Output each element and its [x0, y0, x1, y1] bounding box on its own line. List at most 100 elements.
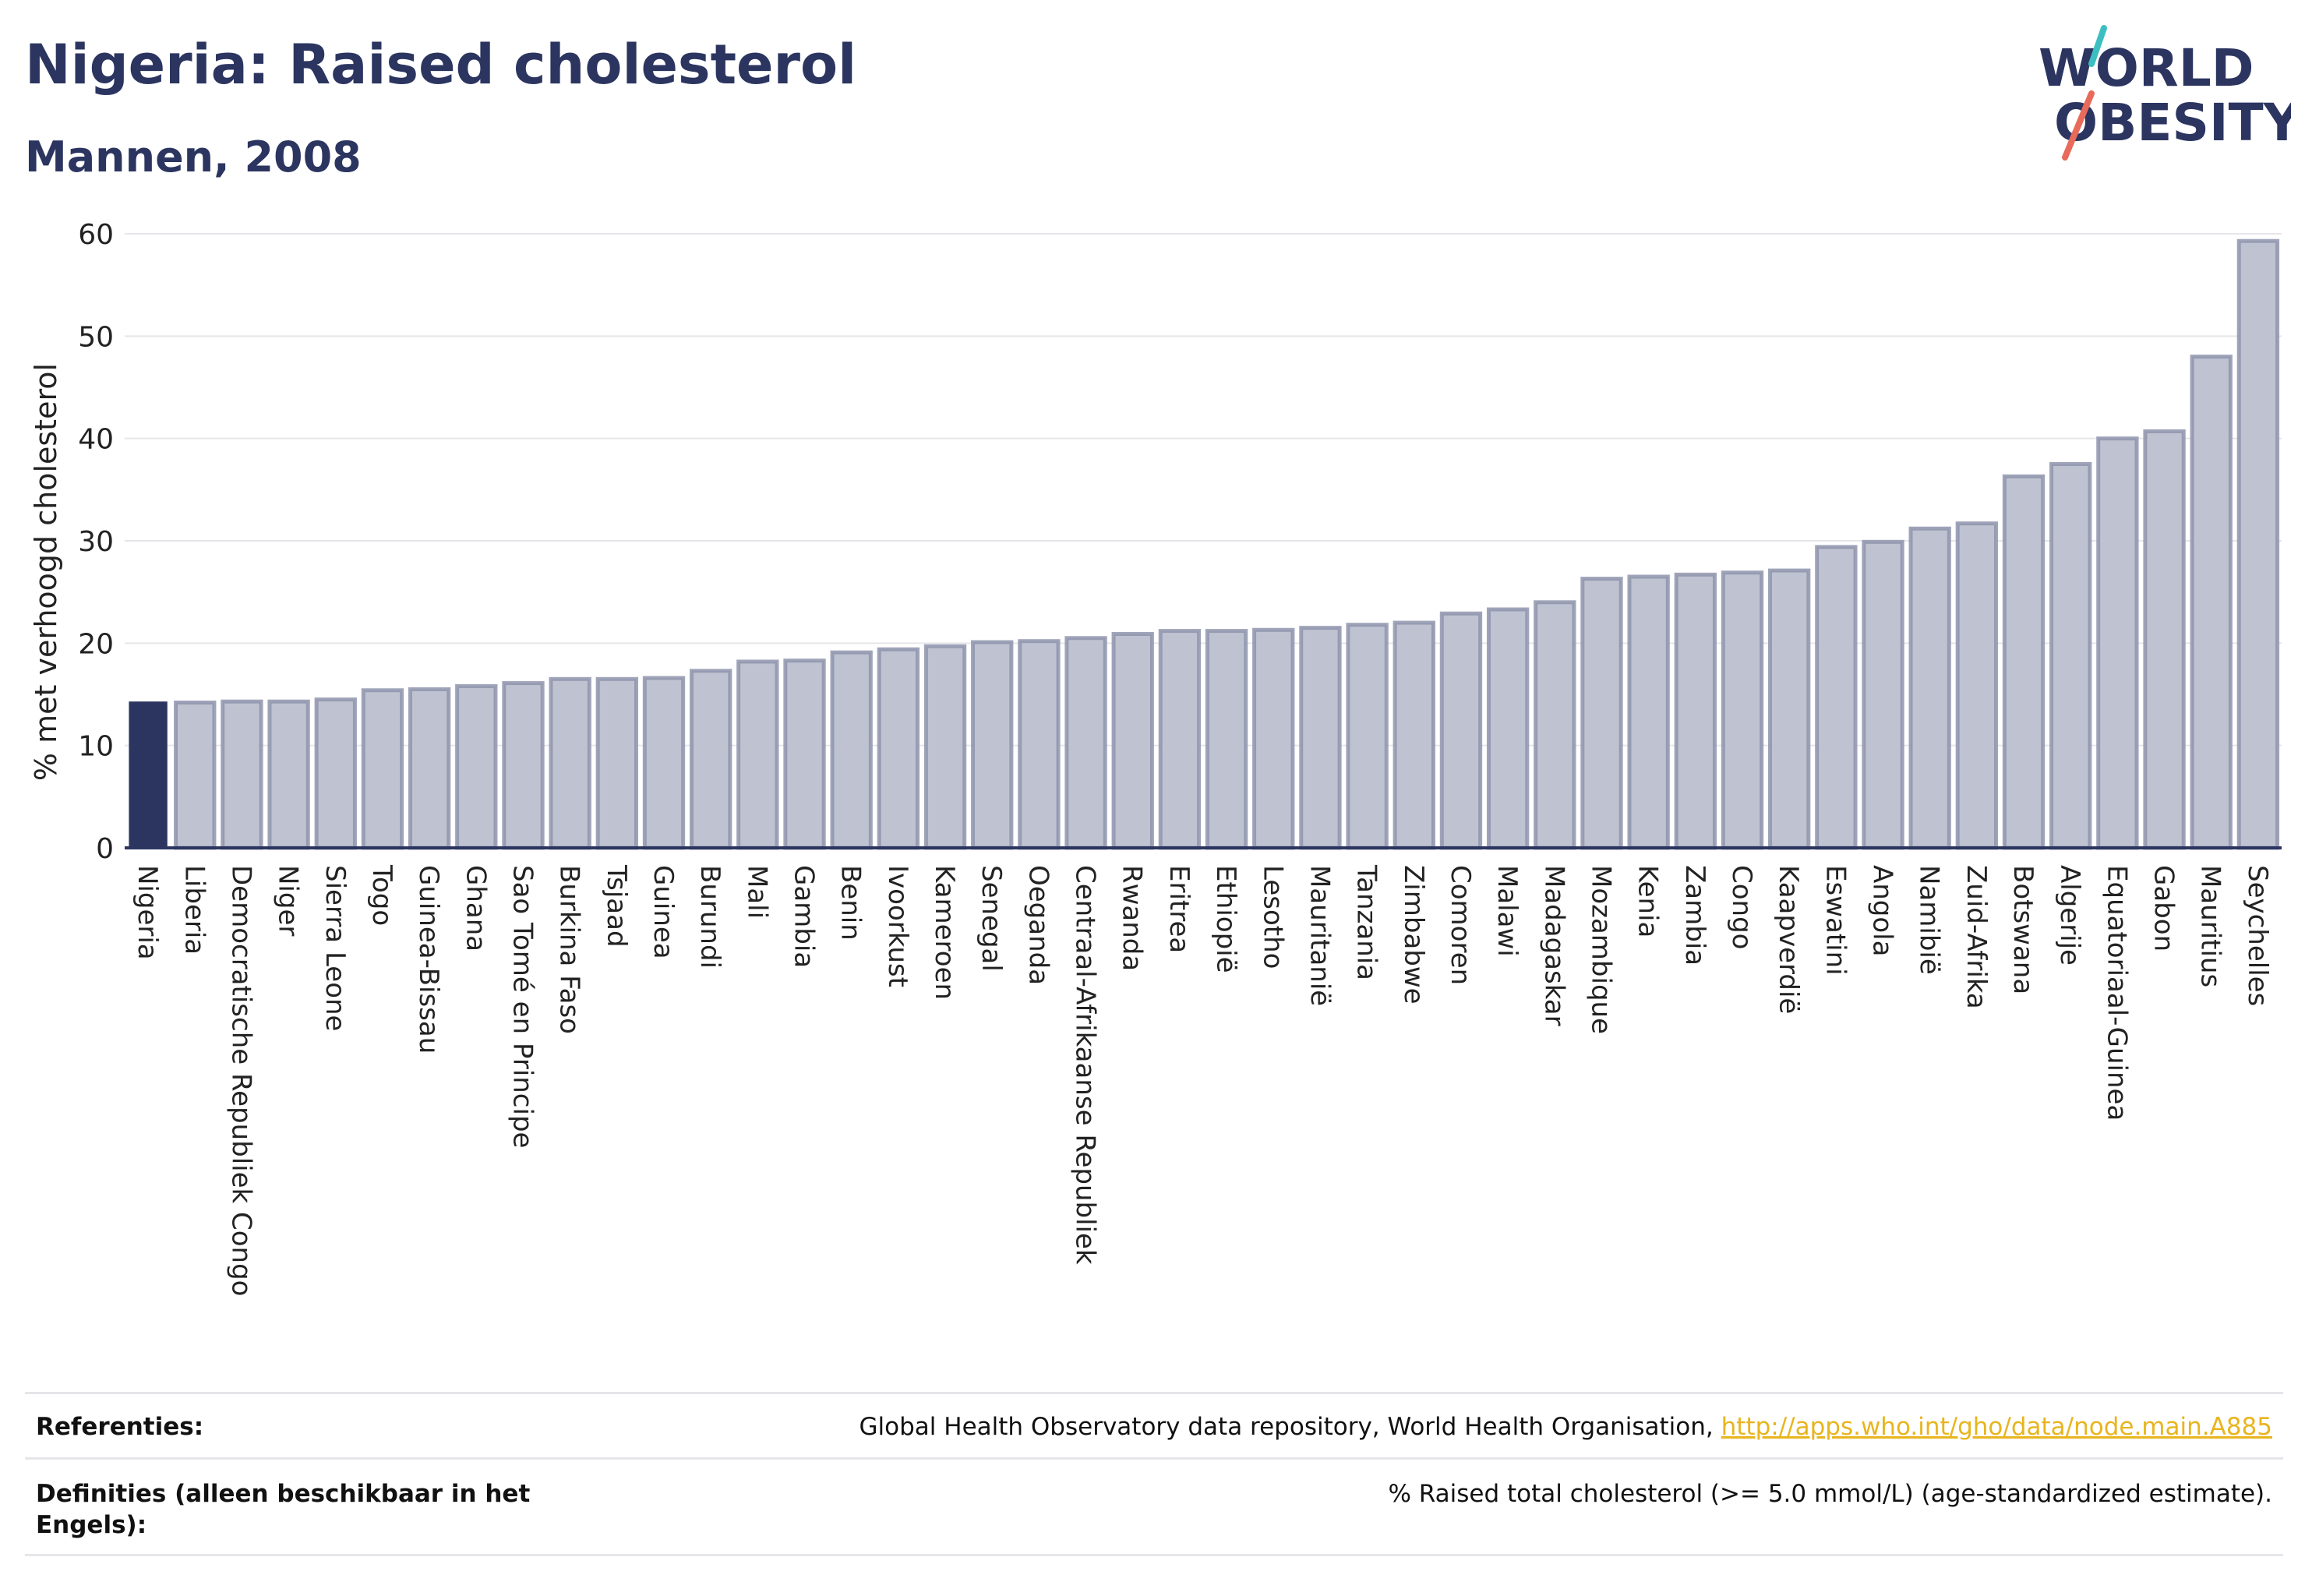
- bar-mozambique: [1580, 577, 1623, 850]
- category-label: Zuid-Afrika: [1961, 865, 1992, 1009]
- category-label: Botswana: [2007, 865, 2038, 994]
- bar-oeganda: [1018, 639, 1061, 850]
- category-label: Algerije: [2054, 865, 2085, 966]
- category-label: Burundi: [694, 865, 725, 969]
- bar-mali: [736, 659, 779, 850]
- category-label: Malawi: [1491, 865, 1523, 957]
- logo-red-slash: [2062, 90, 2095, 161]
- bar-ivoorkust: [877, 647, 920, 850]
- references-text: Global Health Observatory data repositor…: [859, 1413, 1721, 1441]
- footer-bottom-rule: [25, 1554, 2283, 1556]
- logo-line-world: WORLD: [2038, 38, 2254, 98]
- bar-ghana: [455, 683, 498, 850]
- category-label: Tanzania: [1351, 864, 1382, 980]
- bar-togo: [361, 688, 404, 850]
- bar-niger: [267, 699, 310, 850]
- bar-sao-tom-en-principe: [502, 681, 545, 850]
- bar-namibi-: [1908, 526, 1951, 850]
- category-label: Oeganda: [1022, 865, 1054, 985]
- bar-eritrea: [1158, 629, 1202, 850]
- definitions-label: Definities (alleen beschikbaar in het En…: [36, 1480, 531, 1539]
- category-label: Madagaskar: [1538, 865, 1569, 1026]
- category-label: Togo: [366, 864, 397, 926]
- category-label: Seychelles: [2242, 865, 2273, 1006]
- chart-subtitle: Mannen, 2008: [25, 132, 362, 182]
- bar-benin: [830, 650, 873, 850]
- y-axis-label: % met verhoogd cholesterol: [29, 363, 63, 781]
- bar-burkina-faso: [549, 676, 591, 850]
- bar-burundi: [690, 669, 732, 850]
- logo-teal-slash: [2088, 25, 2107, 67]
- bar-angola: [1862, 539, 1904, 850]
- bar-tanzania: [1346, 623, 1389, 850]
- bar-rwanda: [1111, 632, 1154, 850]
- bar-senegal: [971, 640, 1014, 850]
- category-label: Equatoriaal-Guinea: [2101, 865, 2132, 1121]
- category-label: Democratische Republiek Congo: [225, 865, 256, 1297]
- category-labels: Nigeria Liberia Democratische Republiek Co…: [132, 864, 2273, 1297]
- category-label: Guinea-Bissau: [413, 865, 444, 1054]
- logo-line-obesity: OBESITY: [2054, 93, 2291, 153]
- category-label: Ivoorkust: [882, 865, 913, 987]
- definitions-row: Definities (alleen beschikbaar in het En…: [25, 1457, 2283, 1556]
- category-label: Rwanda: [1117, 865, 1148, 971]
- bar-gambia: [783, 659, 826, 850]
- category-label: Angola: [1867, 865, 1898, 956]
- category-label: Burkina Faso: [554, 865, 585, 1034]
- category-label: Tsjaad: [601, 864, 632, 948]
- y-tick-label: 40: [78, 424, 114, 456]
- bar-comoren: [1439, 611, 1483, 850]
- bar-madagaskar: [1534, 600, 1576, 850]
- bar-nigeria: [129, 701, 168, 848]
- category-label: Niger: [273, 865, 304, 936]
- category-label: Lesotho: [1257, 865, 1288, 969]
- bar-kameroen: [923, 644, 967, 850]
- category-label: Mozambique: [1585, 865, 1616, 1034]
- references-value: Global Health Observatory data repositor…: [860, 1411, 2272, 1442]
- category-label: Liberia: [178, 865, 210, 955]
- category-label: Sao Tomé en Principe: [507, 865, 538, 1148]
- bar-guinea-bissau: [408, 687, 451, 850]
- category-label: Congo: [1726, 865, 1757, 949]
- y-tick-label: 10: [78, 731, 114, 763]
- bars: [129, 238, 2280, 850]
- bar-guinea: [642, 676, 686, 850]
- category-label: Benin: [835, 865, 867, 941]
- bar-sierra-leone: [314, 697, 357, 850]
- definitions-value: % Raised total cholesterol (>= 5.0 mmol/…: [1388, 1480, 2272, 1508]
- bar-chart: 0 10 20 30 40 50 60 Nigeria Liberia Democratisch…: [29, 219, 2282, 1297]
- category-label: Sierra Leone: [319, 865, 351, 1031]
- category-label: Comoren: [1445, 865, 1476, 985]
- chart-title: Nigeria: Raised cholesterol: [25, 33, 857, 97]
- category-label: Ghana: [460, 865, 491, 952]
- bar-centraal-afrikaanse-republiek: [1064, 636, 1107, 850]
- bar-zuid-afrika: [1955, 521, 1999, 850]
- category-label: Mauritius: [2195, 865, 2226, 987]
- category-label: Gabon: [2148, 865, 2180, 952]
- category-label: Senegal: [976, 865, 1007, 972]
- bar-gabon: [2143, 429, 2186, 850]
- category-label: Eswatini: [1820, 865, 1851, 976]
- category-label: Mauritanië: [1304, 865, 1335, 1006]
- bar-congo: [1721, 570, 1764, 850]
- bar-ethiopi-: [1205, 629, 1248, 850]
- references-link[interactable]: http://apps.who.int/gho/data/node.main.A…: [1721, 1413, 2272, 1441]
- bar-mauritius: [2190, 355, 2233, 850]
- world-obesity-logo: WORLD OBESITY: [2038, 25, 2291, 161]
- bar-kenia: [1627, 574, 1670, 850]
- bar-tsjaad: [595, 676, 638, 850]
- bar-democratische-republiek-congo: [221, 699, 263, 850]
- category-label: Namibië: [1914, 865, 1945, 975]
- category-label: Nigeria: [132, 865, 163, 960]
- bar-seychelles: [2236, 238, 2280, 850]
- y-tick-label: 0: [96, 833, 114, 865]
- category-label: Ethiopië: [1210, 865, 1241, 973]
- category-label: Kaapverdië: [1773, 865, 1804, 1014]
- bar-botswana: [2002, 474, 2046, 850]
- y-tick-label: 20: [78, 628, 114, 660]
- y-tick-label: 60: [78, 219, 114, 251]
- category-label: Guinea: [648, 865, 679, 959]
- bar-zambia: [1674, 572, 1717, 850]
- bar-equatoriaal-guinea: [2096, 436, 2139, 850]
- bar-malawi: [1486, 607, 1530, 850]
